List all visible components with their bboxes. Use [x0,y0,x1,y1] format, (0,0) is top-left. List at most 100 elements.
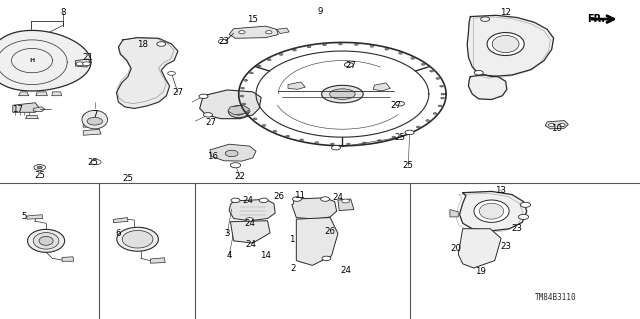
Circle shape [332,145,340,150]
Circle shape [396,101,404,106]
Circle shape [239,31,245,34]
Text: 4: 4 [227,251,232,260]
Circle shape [204,113,212,117]
Text: 22: 22 [234,172,246,181]
Text: 7: 7 [92,110,97,119]
Polygon shape [76,59,91,67]
Text: 27: 27 [390,101,401,110]
Circle shape [307,46,311,48]
Circle shape [436,78,440,79]
Circle shape [474,70,483,75]
Circle shape [370,45,374,47]
Text: 21: 21 [83,53,94,62]
Circle shape [429,70,433,72]
Circle shape [87,117,102,125]
Text: 16: 16 [207,152,218,161]
Circle shape [441,97,445,99]
Text: 10: 10 [551,124,563,133]
Text: 12: 12 [500,8,511,17]
Circle shape [344,63,353,67]
Text: 15: 15 [247,15,259,24]
Circle shape [273,130,277,132]
Text: 14: 14 [260,251,271,260]
Circle shape [285,135,289,137]
Circle shape [426,120,429,122]
Text: 27: 27 [205,118,217,127]
Circle shape [279,54,283,56]
Circle shape [259,198,268,203]
Circle shape [242,103,246,105]
Text: 6: 6 [116,229,121,238]
Text: 2: 2 [291,264,296,273]
Circle shape [330,143,334,145]
Polygon shape [276,28,289,33]
Circle shape [392,136,396,138]
Polygon shape [19,92,29,96]
Ellipse shape [122,230,153,248]
Text: 3: 3 [225,229,230,238]
Circle shape [76,62,84,66]
Circle shape [548,123,555,127]
Text: 25: 25 [87,158,99,167]
Text: 25: 25 [394,133,406,142]
Ellipse shape [33,233,59,249]
Polygon shape [458,229,501,268]
Text: 18: 18 [136,40,148,49]
Circle shape [405,131,409,133]
Polygon shape [0,30,91,91]
Circle shape [518,214,529,219]
Ellipse shape [39,236,53,245]
Polygon shape [13,103,40,112]
Polygon shape [545,121,568,129]
Ellipse shape [28,229,65,252]
Circle shape [440,85,444,87]
Ellipse shape [479,203,504,219]
Text: 17: 17 [12,105,24,114]
Circle shape [240,95,244,97]
Text: 1: 1 [289,235,294,244]
Text: 24: 24 [243,196,254,205]
Text: TM84B3110: TM84B3110 [534,293,577,302]
Circle shape [268,59,271,61]
Polygon shape [83,121,101,127]
Circle shape [378,140,381,142]
Circle shape [322,256,331,261]
Text: 9: 9 [317,7,323,16]
Circle shape [218,39,227,44]
Circle shape [362,142,366,144]
Circle shape [321,197,330,201]
Polygon shape [338,199,354,211]
Ellipse shape [474,200,509,222]
Ellipse shape [487,33,524,56]
Circle shape [199,94,208,99]
Circle shape [300,139,303,141]
Circle shape [323,44,326,46]
Text: 13: 13 [495,186,506,195]
Polygon shape [230,221,270,243]
Polygon shape [62,257,74,261]
Ellipse shape [492,35,519,53]
Text: 23: 23 [218,37,230,46]
Text: FR.: FR. [588,14,605,24]
Text: 27: 27 [172,88,184,97]
Circle shape [315,142,319,144]
Text: 24: 24 [340,266,351,275]
Text: 25: 25 [122,174,134,183]
Polygon shape [468,75,507,100]
Ellipse shape [233,108,244,115]
Circle shape [34,165,45,170]
Text: 27: 27 [345,61,356,70]
Text: 24: 24 [332,193,344,202]
Circle shape [83,62,90,66]
Polygon shape [229,199,275,221]
Text: 24: 24 [244,219,255,228]
Polygon shape [52,92,61,96]
Circle shape [250,72,253,74]
Text: 20: 20 [450,244,461,253]
Circle shape [481,17,490,21]
Polygon shape [229,26,278,38]
Text: 26: 26 [273,192,284,201]
Circle shape [421,63,425,65]
Circle shape [433,113,437,115]
Circle shape [342,199,349,203]
